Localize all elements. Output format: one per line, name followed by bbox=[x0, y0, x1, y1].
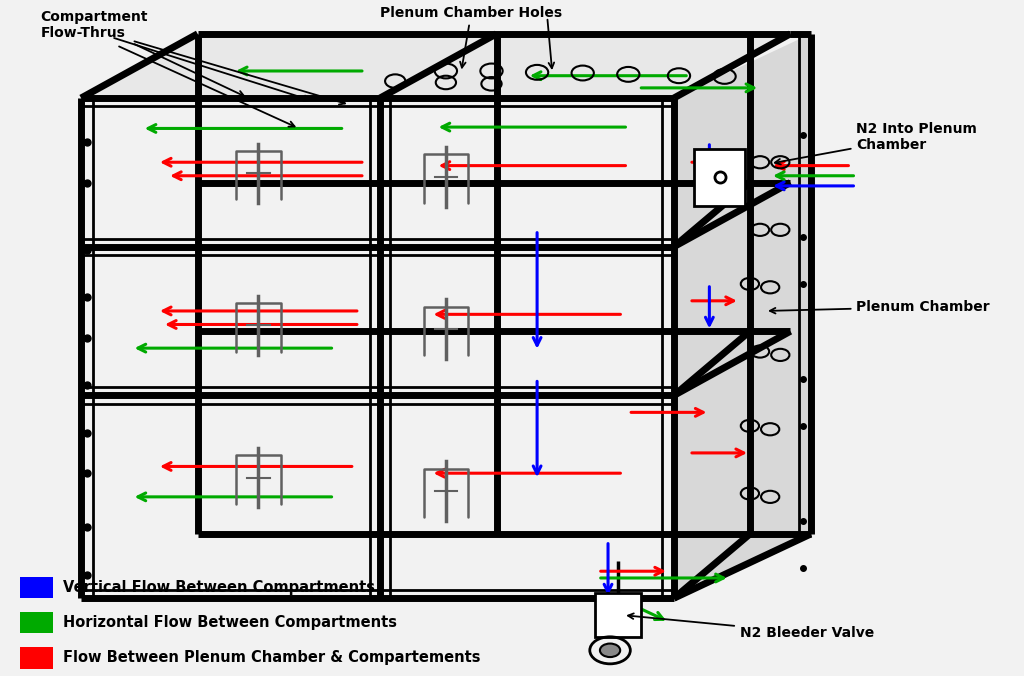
Text: Compartment
Flow-Thrus: Compartment Flow-Thrus bbox=[41, 10, 244, 96]
Polygon shape bbox=[674, 34, 811, 598]
Text: Vertical Flow Between Compartments: Vertical Flow Between Compartments bbox=[62, 580, 375, 595]
FancyBboxPatch shape bbox=[694, 149, 744, 206]
Bar bbox=[20, 612, 52, 633]
Circle shape bbox=[600, 644, 621, 657]
Text: Horizontal Flow Between Compartments: Horizontal Flow Between Compartments bbox=[62, 615, 397, 630]
Text: Flow Between Plenum Chamber & Compartements: Flow Between Plenum Chamber & Comparteme… bbox=[62, 650, 480, 665]
Text: N2 Into Plenum
Chamber: N2 Into Plenum Chamber bbox=[775, 122, 977, 164]
Bar bbox=[20, 577, 52, 598]
Text: Plenum Chamber Holes: Plenum Chamber Holes bbox=[380, 6, 562, 68]
Text: N2 Bleeder Valve: N2 Bleeder Valve bbox=[628, 613, 874, 639]
Polygon shape bbox=[81, 34, 791, 98]
Bar bbox=[20, 647, 52, 669]
Text: Plenum Chamber: Plenum Chamber bbox=[770, 300, 990, 314]
FancyBboxPatch shape bbox=[595, 593, 641, 637]
